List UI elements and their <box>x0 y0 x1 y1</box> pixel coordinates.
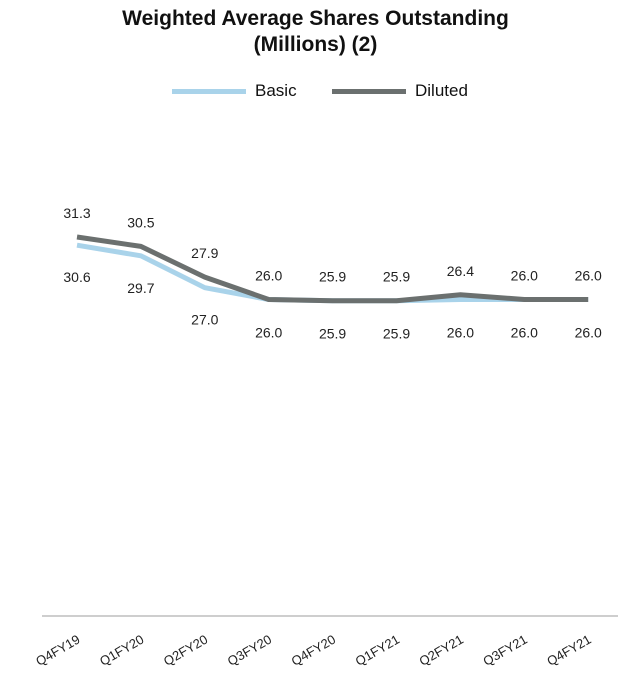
x-tick-label: Q4FY21 <box>544 632 593 669</box>
data-label-diluted: 31.3 <box>63 205 90 221</box>
data-label-diluted: 26.0 <box>575 268 602 284</box>
data-label-basic: 26.0 <box>447 325 474 341</box>
x-tick-label: Q2FY21 <box>416 632 465 669</box>
legend-swatch-basic <box>172 88 246 94</box>
legend-item-basic: Basic <box>172 80 297 102</box>
chart-legend: Basic Diluted <box>0 80 631 102</box>
data-label-basic: 27.0 <box>191 312 218 328</box>
data-label-diluted: 25.9 <box>383 269 410 285</box>
x-tick-label: Q4FY19 <box>33 632 82 669</box>
x-tick-label-layer: Q4FY19 Q1FY20 Q2FY20 Q3FY20 Q4FY20 Q1FY21 Q2FY… <box>33 632 594 669</box>
data-label-basic: 25.9 <box>383 326 410 342</box>
data-label-diluted: 30.5 <box>127 214 154 230</box>
data-label-diluted: 26.4 <box>447 263 474 279</box>
data-label-basic: 30.6 <box>63 269 90 285</box>
legend-item-diluted: Diluted <box>332 80 468 102</box>
data-label-basic: 26.0 <box>511 325 538 341</box>
data-label-diluted: 26.0 <box>511 268 538 284</box>
data-label-diluted: 26.0 <box>255 268 282 284</box>
data-label-basic: 26.0 <box>575 325 602 341</box>
data-label-layer: 31.3 30.5 27.9 26.0 25.9 25.9 26.4 26.0 26.0 30.6… <box>63 205 602 342</box>
series-layer <box>76 234 589 304</box>
data-label-basic: 26.0 <box>255 325 282 341</box>
x-tick-label: Q2FY20 <box>161 632 210 669</box>
legend-swatch-diluted <box>332 88 406 94</box>
chart-title: Weighted Average Shares Outstanding (Mil… <box>0 6 631 58</box>
chart-title-line-1: Weighted Average Shares Outstanding <box>122 7 509 30</box>
data-label-diluted: 27.9 <box>191 245 218 261</box>
data-label-basic: 29.7 <box>127 280 154 296</box>
legend-label-diluted: Diluted <box>415 81 468 100</box>
x-tick-label: Q4FY20 <box>289 632 338 669</box>
x-tick-label: Q3FY21 <box>480 632 529 669</box>
series-line-diluted <box>76 234 589 304</box>
legend-label-basic: Basic <box>255 81 297 100</box>
data-label-diluted: 25.9 <box>319 269 346 285</box>
x-tick-label: Q3FY20 <box>225 632 274 669</box>
x-tick-label: Q1FY21 <box>353 632 402 669</box>
x-tick-label: Q1FY20 <box>97 632 146 669</box>
data-label-basic: 25.9 <box>319 326 346 342</box>
chart-title-line-2: (Millions) (2) <box>253 33 378 56</box>
